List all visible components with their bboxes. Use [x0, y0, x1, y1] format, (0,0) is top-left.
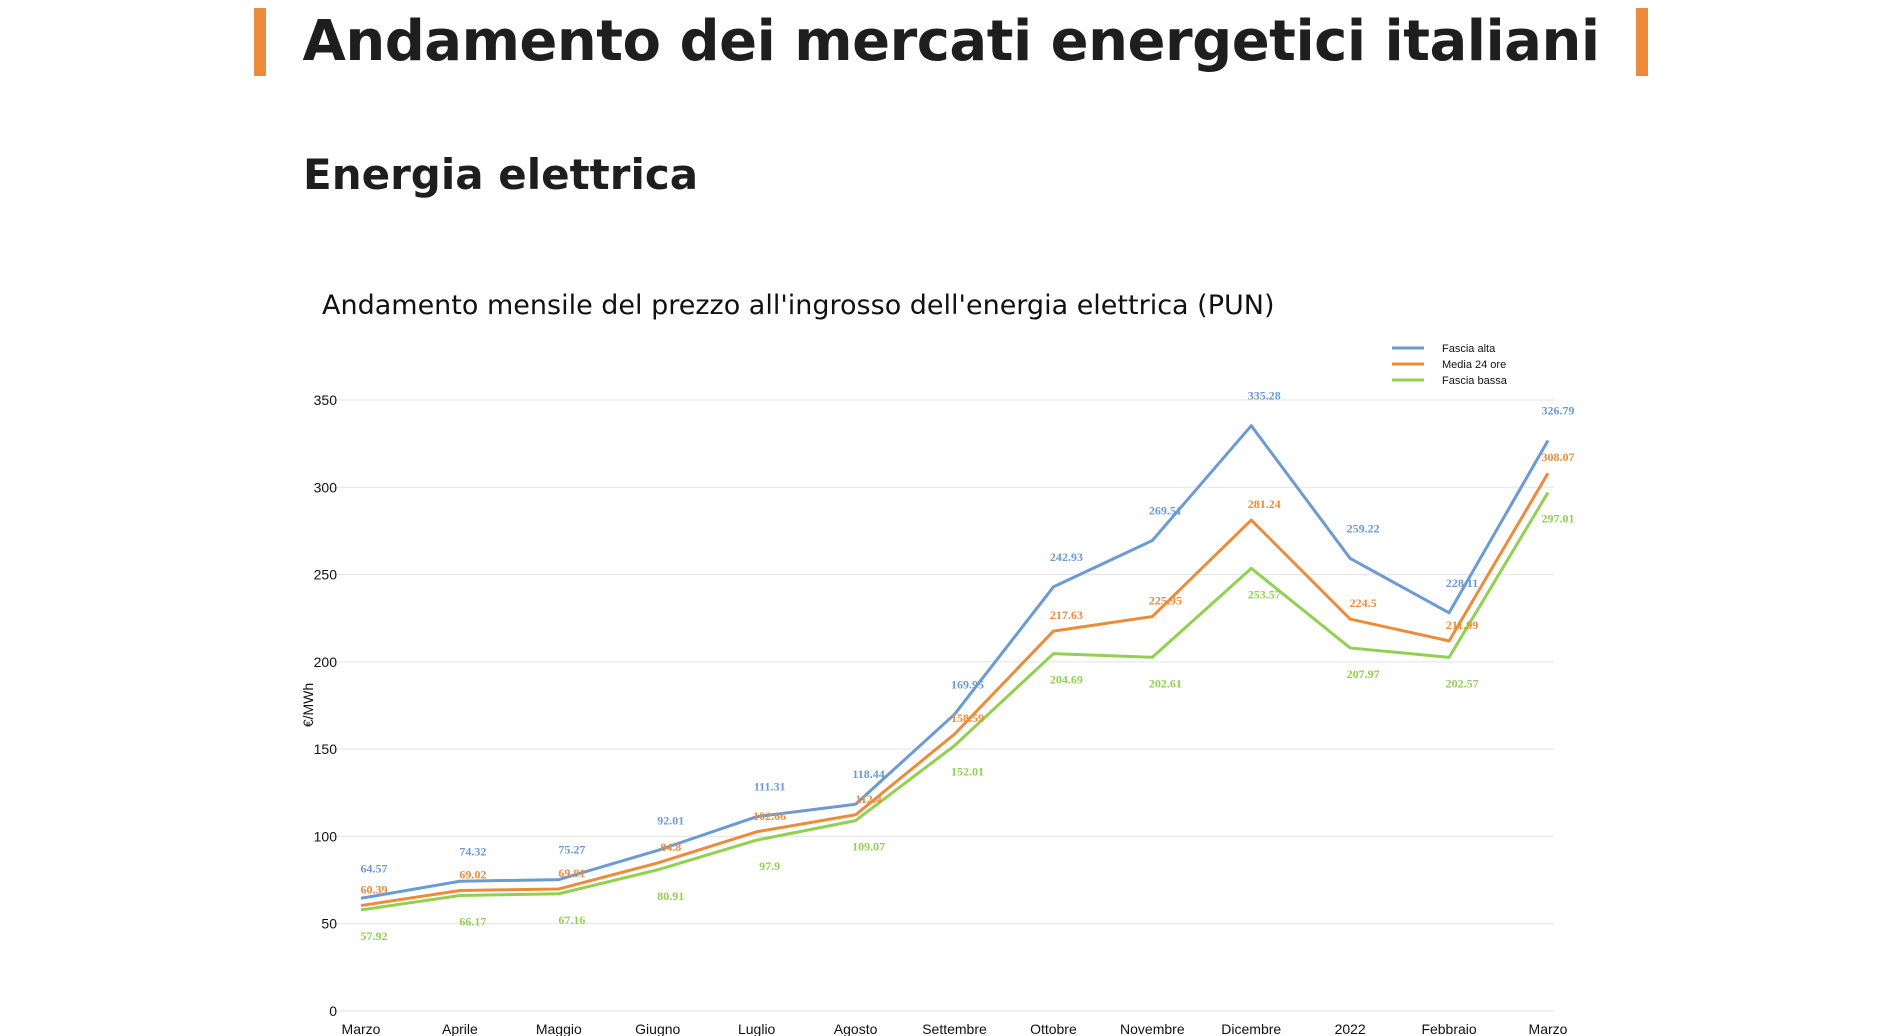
data-label: 297.01 [1542, 512, 1575, 526]
chart-title: Andamento mensile del prezzo all'ingross… [322, 290, 1275, 321]
title-accent-bar-left [254, 8, 267, 76]
data-label: 112.4 [855, 792, 881, 806]
data-label: 207.97 [1347, 667, 1380, 681]
grid-lines [330, 399, 1554, 1012]
x-tick-label: Febbraio [1421, 1021, 1476, 1036]
data-label: 60.39 [361, 883, 388, 897]
x-tick-label: Novembre [1120, 1021, 1185, 1036]
y-tick-label: 50 [321, 916, 337, 932]
data-label: 228.11 [1446, 576, 1478, 590]
x-tick-label: Marzo [342, 1021, 381, 1036]
x-tick-label: Dicembre [1221, 1021, 1281, 1036]
data-label: 224.5 [1350, 596, 1377, 610]
data-label: 242.93 [1050, 550, 1083, 564]
data-labels: 64.57 74.32 75.27 92.01 111.31 118.44 169.95 24… [361, 389, 1575, 943]
page-title-wrap: Andamento dei mercati energetici italian… [0, 6, 1902, 78]
legend: Fascia alta Media 24 ore Fascia bassa [1392, 343, 1508, 387]
data-label: 69.91 [558, 866, 585, 880]
x-tick-label: Settembre [922, 1021, 987, 1036]
x-axis-ticks: Marzo Aprile Maggio Giugno Luglio Agosto Sette… [342, 1021, 1568, 1036]
data-label: 67.16 [558, 913, 585, 927]
data-label: 64.57 [361, 861, 388, 875]
y-tick-label: 350 [314, 392, 338, 408]
legend-label: Fascia bassa [1442, 375, 1508, 387]
data-label: 281.24 [1248, 497, 1281, 511]
data-label: 69.02 [459, 868, 486, 882]
data-label: 202.61 [1149, 676, 1182, 690]
legend-label: Fascia alta [1442, 343, 1496, 355]
series-line [360, 424, 1550, 900]
section-title: Energia elettrica [303, 150, 699, 199]
data-label: 152.01 [951, 765, 984, 779]
data-label: 225.95 [1149, 594, 1182, 608]
data-label: 169.95 [951, 677, 984, 691]
data-label: 308.07 [1542, 450, 1575, 464]
data-label: 269.51 [1149, 504, 1182, 518]
series-line [360, 472, 1550, 908]
y-tick-label: 200 [314, 654, 338, 670]
data-label: 109.07 [852, 840, 885, 854]
data-label: 326.79 [1542, 404, 1575, 418]
page-title: Andamento dei mercati energetici italian… [302, 9, 1600, 74]
x-tick-label: Maggio [536, 1021, 582, 1036]
data-label: 118.44 [852, 767, 884, 781]
data-label: 158.59 [951, 711, 984, 725]
data-label: 80.91 [657, 889, 684, 903]
data-label: 253.57 [1248, 587, 1281, 601]
y-tick-label: 300 [314, 479, 338, 495]
data-label: 211.99 [1446, 618, 1478, 632]
y-tick-label: 250 [314, 567, 338, 583]
x-tick-label: 2022 [1335, 1021, 1366, 1036]
legend-label: Media 24 ore [1442, 359, 1506, 371]
x-tick-label: Luglio [738, 1021, 776, 1036]
data-label: 335.28 [1248, 389, 1281, 403]
data-label: 92.01 [657, 813, 684, 827]
data-label: 97.9 [759, 859, 780, 873]
x-tick-label: Marzo [1529, 1021, 1568, 1036]
data-label: 111.31 [754, 780, 786, 794]
data-label: 57.92 [361, 929, 388, 943]
data-label: 74.32 [459, 844, 486, 858]
data-label: 66.17 [459, 914, 486, 928]
data-label: 102.66 [753, 809, 786, 823]
y-tick-label: 0 [329, 1003, 337, 1019]
x-tick-label: Ottobre [1030, 1021, 1077, 1036]
y-tick-label: 100 [314, 828, 338, 844]
series-line [360, 491, 1550, 912]
y-axis-ticks: 0 50 100 150 200 250 300 350 [314, 392, 338, 1019]
data-label: 202.57 [1446, 676, 1479, 690]
data-label: 217.63 [1050, 608, 1083, 622]
title-accent-bar-right [1635, 8, 1648, 76]
y-axis-label: €/MWh [300, 683, 316, 727]
data-label: 204.69 [1050, 673, 1083, 687]
x-tick-label: Giugno [635, 1021, 680, 1036]
x-tick-label: Agosto [834, 1021, 878, 1036]
data-label: 259.22 [1347, 521, 1380, 535]
data-label: 75.27 [558, 843, 585, 857]
data-label: 84.8 [660, 840, 681, 854]
x-tick-label: Aprile [442, 1021, 478, 1036]
y-tick-label: 150 [314, 741, 338, 757]
series-lines [360, 424, 1550, 912]
